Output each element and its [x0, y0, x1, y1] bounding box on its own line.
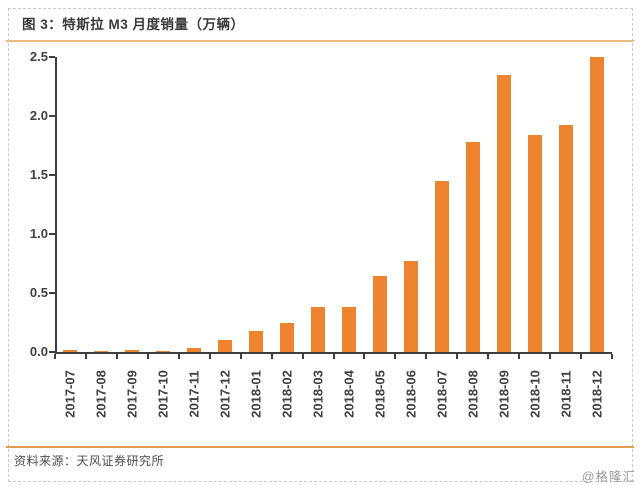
y-tick-2.0 — [49, 115, 55, 117]
y-axis — [55, 57, 57, 354]
title-divider — [6, 40, 634, 42]
y-tick-1.5 — [49, 174, 55, 176]
x-label-text: 2018-11 — [558, 370, 574, 418]
watermark-gelonghui: @格隆汇 — [581, 470, 636, 484]
x-tick-7 — [270, 354, 273, 359]
x-label-2018-07: 2018-07 — [432, 358, 452, 430]
bar-2018-09 — [496, 74, 511, 352]
chart-plot-area — [55, 57, 612, 352]
x-label-text: 2018-04 — [341, 370, 357, 418]
bar-2018-04 — [341, 307, 356, 352]
bar-2018-01 — [249, 330, 264, 352]
x-label-2018-12: 2018-12 — [587, 358, 607, 430]
x-label-text: 2018-01 — [248, 370, 264, 418]
x-label-2017-08: 2017-08 — [91, 358, 111, 430]
x-tick-10 — [363, 354, 366, 359]
y-tick-label-1.0: 1.0 — [29, 226, 48, 241]
x-label-2018-08: 2018-08 — [463, 358, 483, 430]
x-label-2018-11: 2018-11 — [556, 358, 576, 430]
x-tick-15 — [518, 354, 521, 359]
x-tick-14 — [487, 354, 490, 359]
x-label-text: 2018-08 — [465, 370, 481, 418]
x-tick-6 — [239, 354, 242, 359]
x-tick-5 — [208, 354, 211, 359]
bar-2018-07 — [434, 180, 449, 352]
x-tick-0 — [54, 354, 56, 359]
x-label-text: 2017-08 — [93, 370, 109, 418]
x-label-2018-02: 2018-02 — [277, 358, 297, 430]
bar-2017-08 — [94, 351, 109, 352]
y-tick-2.5 — [49, 56, 55, 58]
x-tick-12 — [425, 354, 428, 359]
x-label-text: 2017-10 — [155, 370, 171, 418]
bar-2017-11 — [187, 347, 202, 352]
y-tick-label-0.5: 0.5 — [29, 285, 48, 300]
x-label-2018-04: 2018-04 — [339, 358, 359, 430]
footer-divider — [6, 446, 634, 448]
bar-2017-07 — [63, 350, 78, 352]
x-label-2018-09: 2018-09 — [494, 358, 514, 430]
bar-2018-06 — [403, 261, 418, 352]
x-label-2017-12: 2017-12 — [215, 358, 235, 430]
source-text: 资料来源：天风证券研究所 — [14, 454, 165, 468]
x-tick-1 — [84, 354, 87, 359]
y-tick-1.0 — [49, 233, 55, 235]
x-label-text: 2017-09 — [124, 370, 140, 418]
bar-2018-03 — [311, 307, 326, 352]
x-label-text: 2018-07 — [434, 370, 450, 418]
x-label-2018-05: 2018-05 — [370, 358, 390, 430]
x-tick-18 — [611, 354, 613, 359]
x-label-text: 2018-02 — [279, 370, 295, 418]
x-label-text: 2018-10 — [527, 370, 543, 418]
bar-2018-08 — [465, 141, 480, 352]
x-tick-8 — [301, 354, 304, 359]
x-tick-4 — [177, 354, 180, 359]
y-tick-0.5 — [49, 292, 55, 294]
x-tick-16 — [549, 354, 552, 359]
x-label-2017-09: 2017-09 — [122, 358, 142, 430]
x-tick-3 — [146, 354, 149, 359]
x-tick-13 — [456, 354, 459, 359]
x-label-2017-07: 2017-07 — [60, 358, 80, 430]
x-label-2018-10: 2018-10 — [525, 358, 545, 430]
x-tick-2 — [115, 354, 118, 359]
y-tick-label-2.5: 2.5 — [29, 49, 48, 64]
y-tick-0.0 — [49, 351, 55, 353]
bar-2018-05 — [372, 276, 387, 352]
bar-2018-12 — [589, 57, 604, 352]
y-tick-label-1.5: 1.5 — [29, 167, 48, 182]
bar-2017-10 — [156, 351, 171, 352]
x-tick-9 — [332, 354, 335, 359]
bar-2018-02 — [280, 322, 295, 352]
x-label-text: 2018-12 — [589, 370, 605, 418]
x-label-text: 2018-03 — [310, 370, 326, 418]
x-axis — [55, 352, 612, 354]
bar-2017-12 — [218, 340, 233, 352]
x-label-text: 2017-12 — [217, 370, 233, 418]
x-label-text: 2018-06 — [403, 370, 419, 418]
x-label-text: 2018-09 — [496, 370, 512, 418]
x-label-2018-06: 2018-06 — [401, 358, 421, 430]
y-tick-label-2.0: 2.0 — [29, 108, 48, 123]
x-label-text: 2017-07 — [62, 370, 78, 418]
x-label-2018-03: 2018-03 — [308, 358, 328, 430]
x-label-2017-11: 2017-11 — [184, 358, 204, 430]
dashed-image-border — [8, 8, 633, 482]
page-title: 图 3：特斯拉 M3 月度销量（万辆） — [22, 17, 245, 32]
x-label-text: 2018-05 — [372, 370, 388, 418]
bar-2018-10 — [527, 134, 542, 352]
x-label-2018-01: 2018-01 — [246, 358, 266, 430]
x-tick-11 — [394, 354, 397, 359]
x-label-2017-10: 2017-10 — [153, 358, 173, 430]
x-label-text: 2017-11 — [186, 370, 202, 418]
x-tick-17 — [580, 354, 583, 359]
bar-2018-11 — [558, 125, 573, 352]
y-tick-label-0.0: 0.0 — [29, 344, 48, 359]
bar-2017-09 — [125, 350, 140, 352]
